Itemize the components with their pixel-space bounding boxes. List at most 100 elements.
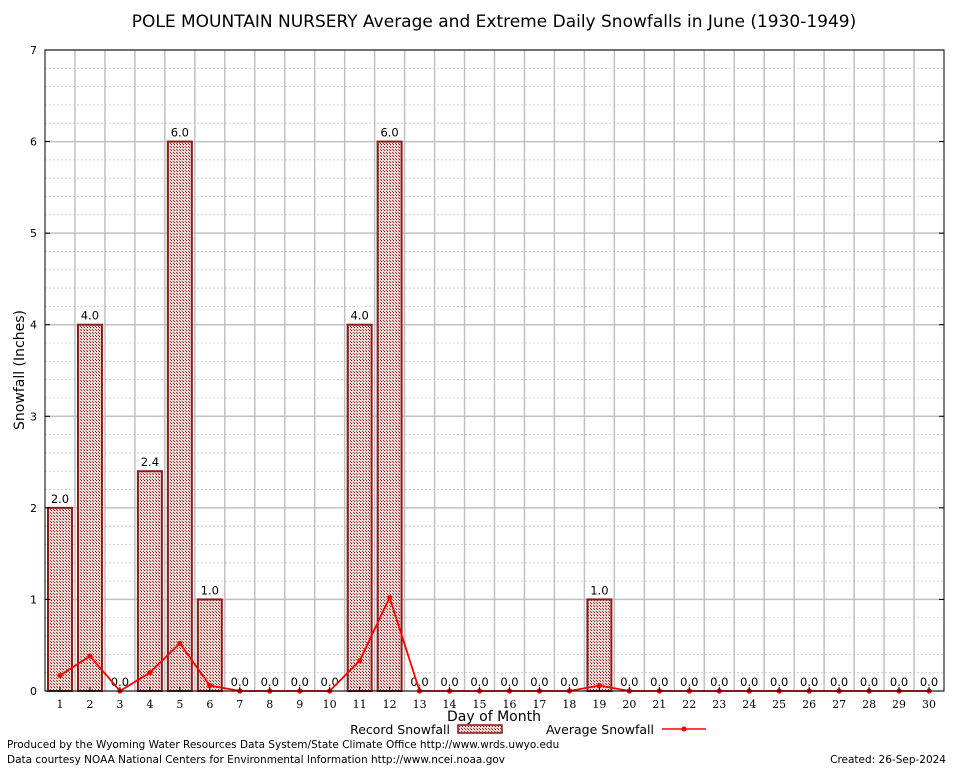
legend: Record Snowfall Average Snowfall [350,722,706,737]
x-tick-label: 19 [592,698,606,711]
bar-value-label: 0.0 [920,675,938,689]
x-tick-label: 22 [682,698,696,711]
x-tick-labels: 1 2 3 4 5 6 7 8 9 10 11 12 13 14 15 16 17 18 19 20 21 22 23 24 2… [56,698,936,711]
x-tick-label: 26 [802,698,816,711]
y-tick-label: 0 [30,685,37,698]
record-bar [166,140,193,693]
x-tick-label: 12 [383,698,397,711]
x-tick-label: 23 [712,698,726,711]
x-tick-label: 20 [622,698,636,711]
bar-value-label: 6.0 [171,126,189,140]
record-bar [136,470,163,692]
average-point [87,653,93,659]
bar-value-label: 0.0 [470,675,488,689]
x-tick-label: 5 [176,698,183,711]
bar-value-label: 2.0 [51,492,69,506]
x-tick-label: 25 [772,698,786,711]
plot-border [44,49,945,692]
legend-record-label: Record Snowfall [350,722,450,737]
average-point [357,658,363,664]
bar-value-label: 0.0 [261,675,279,689]
bar-labels: 2.0 4.0 0.0 2.4 6.0 1.0 0.0 0.0 0.0 0.0 4.0 6.0 0.0 0… [51,126,938,689]
x-tick-label: 4 [146,698,153,711]
x-tick-label: 1 [56,698,63,711]
x-tick-label: 13 [413,698,427,711]
plot-frame [44,49,945,692]
x-tick-label: 8 [266,698,273,711]
bar-value-label: 0.0 [620,675,638,689]
x-tick-label: 3 [116,698,123,711]
y-tick-label: 1 [30,593,37,606]
grid [45,49,944,692]
bar-value-label: 4.0 [81,309,99,323]
bar-value-label: 0.0 [830,675,848,689]
x-tick-label: 27 [832,698,846,711]
credit-line-2: Data courtesy NOAA National Centers for … [7,754,505,766]
record-bar [196,598,223,693]
average-point [207,682,213,689]
y-tick-label: 3 [30,410,37,423]
record-bar [346,323,373,692]
bar-value-label: 2.4 [141,455,159,469]
record-bar [76,323,103,692]
x-tick-label: 28 [862,698,876,711]
bar-value-label: 0.0 [890,675,908,689]
record-bar [376,140,403,693]
chart-title: POLE MOUNTAIN NURSERY Average and Extrem… [132,12,857,32]
x-tick-label: 16 [502,698,516,711]
average-point [596,682,602,689]
y-tick-label: 6 [30,136,37,149]
legend-record-swatch [457,724,503,734]
x-axis-label: Day of Month [447,709,541,725]
x-tick-label: 2 [86,698,93,711]
x-tick-label: 9 [296,698,303,711]
bar-value-label: 0.0 [770,675,788,689]
bar-value-label: 0.0 [530,675,548,689]
bar-value-label: 0.0 [680,675,698,689]
x-tick-label: 29 [892,698,906,711]
bar-value-label: 0.0 [650,675,668,689]
x-tick-label: 18 [562,698,576,711]
y-tick-label: 7 [30,44,37,57]
y-tick-labels: 0 1 2 3 4 5 6 7 [30,44,37,698]
record-bar [586,598,613,693]
x-tick-label: 24 [742,698,756,711]
y-axis-label: Snowfall (Inches) [12,310,28,430]
bar-value-label: 0.0 [231,675,249,689]
bar-value-label: 0.0 [500,675,518,689]
x-tick-label: 15 [473,698,487,711]
average-point [147,670,153,676]
legend-average-label: Average Snowfall [546,722,654,737]
bar-value-label: 1.0 [201,583,219,597]
bar-value-label: 0.0 [740,675,758,689]
bar-value-label: 0.0 [710,675,728,689]
x-tick-label: 21 [652,698,666,711]
bar-value-label: 1.0 [590,583,608,597]
x-tick-label: 14 [443,698,457,711]
x-tick-label: 10 [323,698,337,711]
bar-value-label: 0.0 [291,675,309,689]
x-tick-label: 7 [236,698,243,711]
record-bar [46,506,73,692]
average-point [57,672,63,679]
bar-value-label: 0.0 [860,675,878,689]
bar-value-label: 4.0 [351,309,369,323]
bar-value-label: 0.0 [800,675,818,689]
x-tick-label: 6 [206,698,213,711]
bars [46,140,613,693]
y-tick-label: 2 [30,502,37,515]
credit-line-1: Produced by the Wyoming Water Resources … [7,739,559,751]
bar-value-label: 0.0 [410,675,428,689]
x-tick-label: 17 [532,698,546,711]
legend-average-marker [681,726,687,732]
y-tick-label: 5 [30,227,37,240]
x-tick-label: 30 [922,698,936,711]
created-date: Created: 26-Sep-2024 [830,754,946,766]
average-point [177,640,183,646]
bar-value-label: 0.0 [560,675,578,689]
bar-value-label: 0.0 [440,675,458,689]
y-tick-label: 4 [30,319,37,332]
bar-value-label: 0.0 [321,675,339,689]
average-point [387,594,393,601]
